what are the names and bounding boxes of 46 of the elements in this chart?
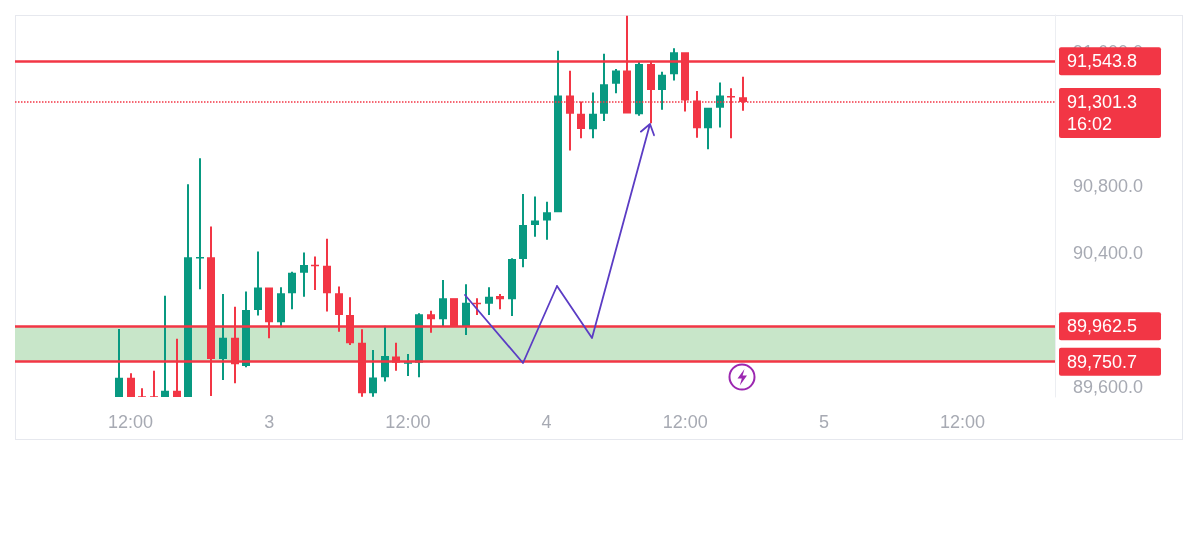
candlestick (254, 251, 262, 316)
x-tick-label: 12:00 (662, 412, 708, 432)
ref-line-label: 89,750.7 (1067, 351, 1138, 372)
candlestick (219, 293, 227, 380)
candlestick (519, 193, 527, 268)
candlestick (115, 328, 123, 397)
candlestick (589, 92, 597, 139)
candlestick (658, 71, 666, 110)
candlestick (196, 158, 204, 290)
candlestick (531, 196, 539, 237)
candlestick (369, 349, 377, 397)
candlestick (161, 295, 169, 397)
candlestick (543, 201, 551, 240)
x-tick-label: 5 (818, 412, 829, 432)
x-tick-label: 12:00 (108, 412, 154, 432)
candlestick (612, 69, 620, 94)
candlestick (138, 388, 146, 397)
candlestick (704, 107, 712, 150)
candlestick (288, 271, 296, 310)
x-tick-label: 12:00 (385, 412, 431, 432)
candlestick (496, 293, 504, 310)
candlestick (300, 252, 308, 297)
y-tick-label: 90,800.0 (1073, 175, 1144, 196)
candlestick (485, 287, 493, 315)
candlestick (462, 284, 470, 336)
ref-line-label: 91,543.8 (1067, 51, 1138, 72)
candlestick (600, 53, 608, 121)
candlestick (127, 373, 135, 397)
x-tick-label: 3 (264, 412, 275, 432)
candlestick (184, 184, 192, 397)
x-tick-label: 4 (541, 412, 552, 432)
ref-line-label: 89,962.5 (1067, 316, 1138, 337)
candlestick (150, 370, 158, 397)
candlestick (242, 291, 250, 368)
candlestick (716, 82, 724, 128)
candlestick (439, 279, 447, 327)
ref-line-label: 91,301.3 16:02 (1067, 91, 1138, 134)
candlestick (277, 287, 285, 328)
candlestick (311, 256, 319, 290)
candlestick (323, 238, 331, 312)
candlestick (635, 61, 643, 116)
y-tick-label: 90,400.0 (1073, 242, 1144, 263)
x-tick-label: 12:00 (940, 412, 986, 432)
candlestick (508, 258, 516, 316)
y-tick-label: 89,600.0 (1073, 376, 1144, 397)
candlestick (554, 50, 562, 213)
